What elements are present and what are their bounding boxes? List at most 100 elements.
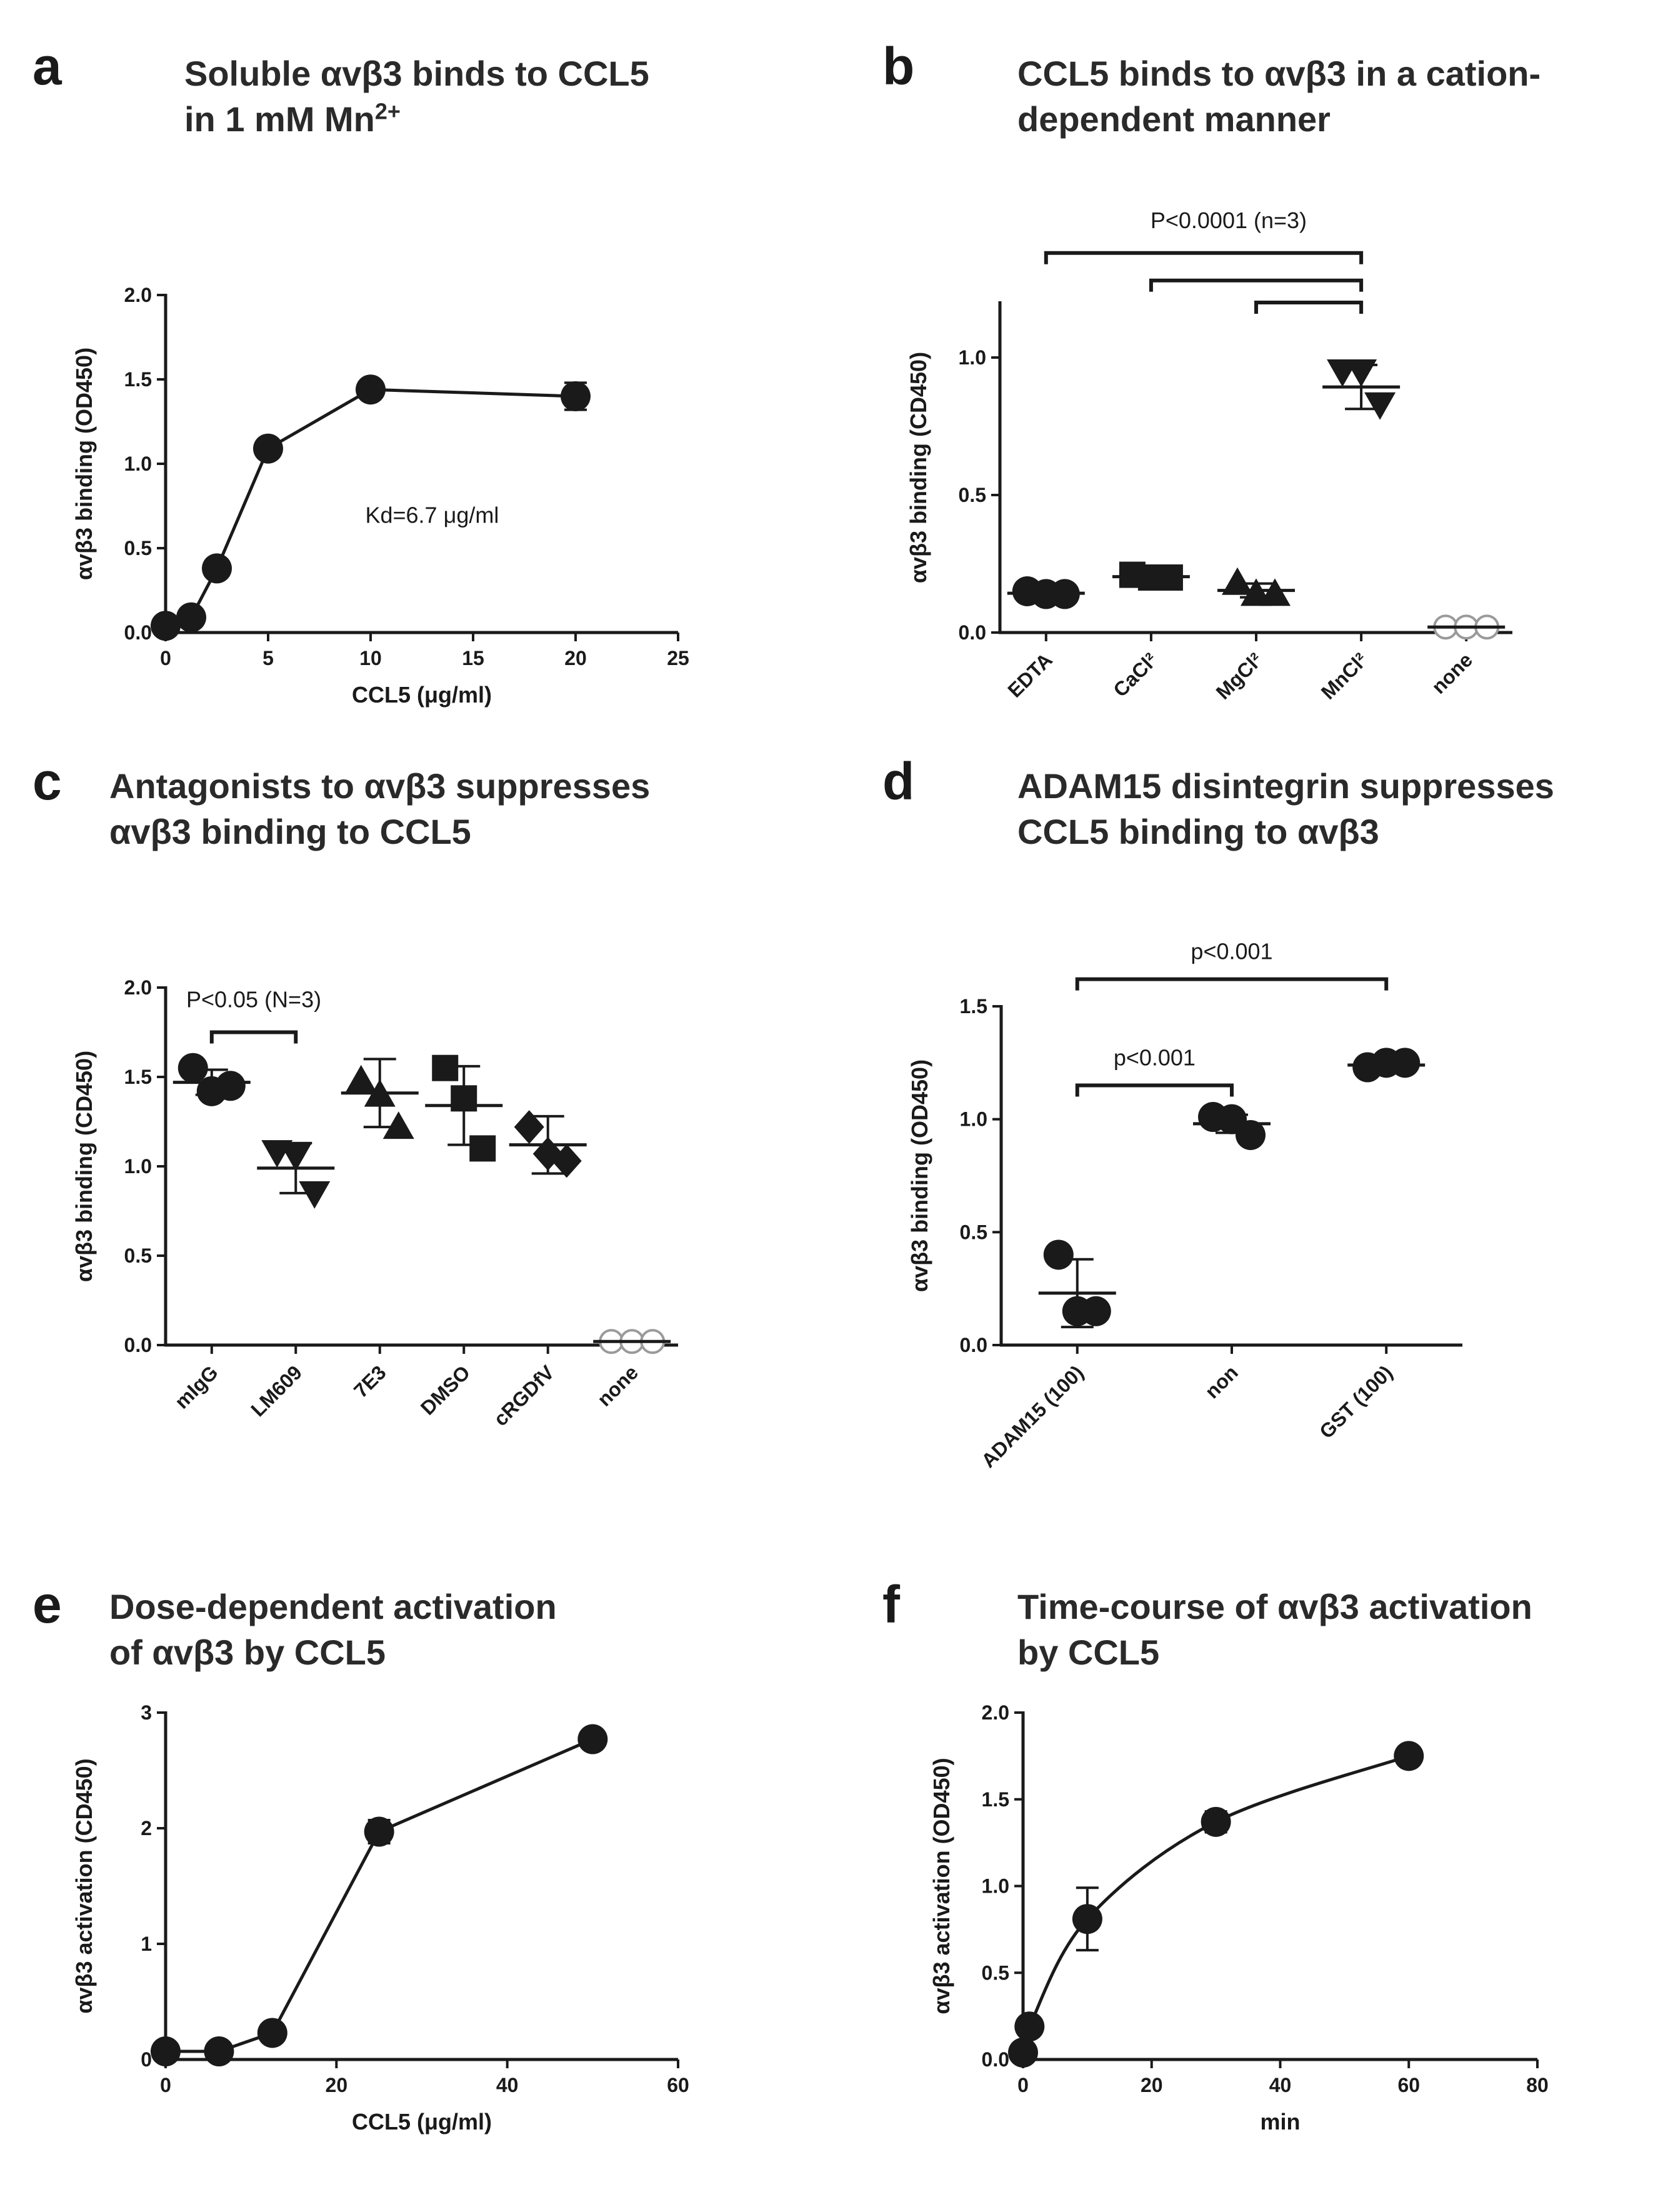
chart-c-significance-bracket xyxy=(209,1030,298,1044)
panel-title-a-line1: Soluble αvβ3 binds to CCL5 xyxy=(184,54,649,93)
chart-c-y-tick-label: 0.0 xyxy=(124,1334,152,1356)
chart-e-series-line xyxy=(166,1738,594,2053)
chart-f-x-tick-label: 60 xyxy=(1397,2074,1420,2096)
chart-e: 0 1 2 3 αvβ3 activation (CD450) 0 20 40 60 CCL5 (… xyxy=(71,1701,689,2134)
chart-b-significance-bracket xyxy=(1149,278,1364,292)
panel-letter-d: d xyxy=(882,752,915,811)
chart-b-category-label: EDTA xyxy=(1003,648,1056,701)
chart-f-y-tick-label: 1.0 xyxy=(982,1875,1009,1898)
chart-a-data-point xyxy=(176,602,206,633)
chart-c-category-label: mIgG xyxy=(170,1361,222,1413)
chart-f-x-tick-label: 20 xyxy=(1141,2074,1163,2096)
chart-c-data-point xyxy=(551,1144,582,1178)
chart-a-x-tick-label: 25 xyxy=(667,647,689,669)
chart-d-data-point xyxy=(1081,1296,1111,1326)
chart-e-x-tick-label: 40 xyxy=(496,2074,519,2096)
chart-b-data-point xyxy=(1222,567,1253,595)
chart-b-y-tick-label: 1.0 xyxy=(959,346,986,369)
chart-e-y-tick-label: 0 xyxy=(141,2048,152,2071)
chart-e-x-tick-label: 0 xyxy=(160,2074,171,2096)
chart-d-category-label: GST (100) xyxy=(1315,1361,1397,1443)
chart-d-significance-label: p<0.001 xyxy=(1114,1044,1196,1070)
chart-b-data-point xyxy=(1259,578,1291,606)
chart-d-data-point xyxy=(1236,1119,1266,1150)
panel-title-a-superscript: 2+ xyxy=(374,98,401,124)
chart-e-data-point xyxy=(257,2018,287,2048)
chart-f-x-tick-label: 80 xyxy=(1526,2074,1549,2096)
chart-f: 0.0 0.5 1.0 1.5 2.0 αvβ3 activation (OD450) 0 2… xyxy=(929,1701,1549,2134)
chart-c: 0.0 0.5 1.0 1.5 2.0 αvβ3 binding (CD450) mIgG L… xyxy=(71,976,678,1430)
panel-title-c: Antagonists to αvβ3 suppresses αvβ3 bind… xyxy=(109,764,650,855)
chart-a-data-point xyxy=(356,374,386,405)
chart-c-data-point xyxy=(469,1135,496,1162)
chart-e-x-tick-label: 20 xyxy=(326,2074,348,2096)
chart-a-x-tick-label: 10 xyxy=(359,647,382,669)
chart-b-category-label: MgCl² xyxy=(1212,648,1267,703)
panel-title-e: Dose-dependent activation of αvβ3 by CCL… xyxy=(109,1584,557,1676)
panel-title-f-line1: Time-course of αvβ3 activation xyxy=(1017,1587,1532,1626)
chart-f-data-point xyxy=(1072,1904,1102,1934)
chart-f-x-tick-label: 0 xyxy=(1017,2074,1029,2096)
panel-title-d: ADAM15 disintegrin suppresses CCL5 bindi… xyxy=(1017,764,1554,855)
chart-f-y-label: αvβ3 activation (OD450) xyxy=(929,1758,954,2014)
chart-a-x-label: CCL5 (μg/ml) xyxy=(352,682,492,708)
chart-f-series-line xyxy=(1021,1754,1410,2053)
chart-c-category-label: LM609 xyxy=(246,1361,306,1421)
chart-d-y-label: αvβ3 binding (OD450) xyxy=(907,1059,932,1292)
panel-title-c-line1: Antagonists to αvβ3 suppresses xyxy=(109,766,651,806)
chart-c-y-tick-label: 0.5 xyxy=(124,1244,152,1267)
chart-e-y-tick-label: 2 xyxy=(141,1817,152,1839)
chart-e-y-tick-label: 3 xyxy=(141,1701,152,1724)
chart-f-y-tick-label: 0.0 xyxy=(982,2048,1009,2071)
chart-e-y-tick-label: 1 xyxy=(141,1933,152,1955)
chart-f-data-point xyxy=(1008,2037,1038,2068)
chart-c-y-tick-label: 2.0 xyxy=(124,976,152,999)
panel-letter-e: e xyxy=(32,1575,62,1634)
chart-f-data-point xyxy=(1014,2011,1045,2042)
panel-title-a-line2-text: in 1 mM Mn xyxy=(184,99,375,139)
chart-b: 0.0 0.5 1.0 αvβ3 binding (CD450) EDTA CaCl² Mg… xyxy=(906,208,1512,704)
chart-c-data-point xyxy=(299,1181,331,1209)
chart-a-y-tick-label: 1.5 xyxy=(124,368,152,391)
chart-f-y-tick-label: 2.0 xyxy=(982,1701,1009,1724)
panel-title-c-line2: αvβ3 binding to CCL5 xyxy=(109,811,471,851)
chart-d-y-tick-label: 0.5 xyxy=(960,1221,987,1243)
chart-f-x-tick-label: 40 xyxy=(1269,2074,1292,2096)
panel-title-b-line1: CCL5 binds to αvβ3 in a cation- xyxy=(1017,54,1541,93)
chart-b-significance-bracket xyxy=(1254,301,1364,314)
chart-c-data-point xyxy=(177,1053,208,1083)
chart-e-data-point xyxy=(151,2036,181,2067)
chart-f-y-tick-label: 0.5 xyxy=(982,1961,1009,1984)
chart-c-data-point xyxy=(215,1071,246,1101)
chart-d-y-tick-label: 1.0 xyxy=(960,1108,987,1131)
chart-e-y-label: αvβ3 activation (CD450) xyxy=(71,1758,97,2013)
panel-letter-b: b xyxy=(882,37,915,96)
panel-title-f-line2: by CCL5 xyxy=(1017,1632,1160,1672)
panel-title-a: Soluble αvβ3 binds to CCL5 in 1 mM Mn2+ xyxy=(184,51,649,143)
chart-a-x-tick-label: 15 xyxy=(462,647,484,669)
chart-c-category-label: DMSO xyxy=(416,1361,474,1419)
chart-d-category-label: ADAM15 (100) xyxy=(977,1361,1088,1472)
chart-b-y-tick-label: 0.0 xyxy=(959,621,986,644)
panel-title-d-line1: ADAM15 disintegrin suppresses xyxy=(1017,766,1554,806)
chart-a-x-tick-label: 5 xyxy=(262,647,274,669)
chart-c-y-tick-label: 1.0 xyxy=(124,1155,152,1178)
chart-b-category-label: MnCl² xyxy=(1317,648,1372,703)
chart-a-x-tick-label: 0 xyxy=(160,647,171,669)
chart-a-x-tick-label: 20 xyxy=(564,647,587,669)
chart-c-category-label: 7E3 xyxy=(349,1361,391,1402)
chart-a-data-point xyxy=(253,433,283,464)
panel-title-e-line1: Dose-dependent activation xyxy=(109,1587,557,1626)
chart-c-y-tick-label: 1.5 xyxy=(124,1066,152,1088)
chart-b-significance-label: P<0.0001 (n=3) xyxy=(1151,208,1307,233)
panel-title-b: CCL5 binds to αvβ3 in a cation- dependen… xyxy=(1017,51,1541,143)
panel-title-a-line2: in 1 mM Mn2+ xyxy=(184,97,649,143)
panel-letter-c: c xyxy=(32,752,62,811)
chart-d: 0.0 0.5 1.0 1.5 αvβ3 binding (OD450) ADAM15 (… xyxy=(907,939,1462,1472)
panel-title-d-line2: CCL5 binding to αvβ3 xyxy=(1017,811,1379,851)
chart-c-category-label: cRGDfV xyxy=(489,1361,559,1430)
chart-f-data-point xyxy=(1394,1741,1424,1771)
chart-d-y-tick-label: 0.0 xyxy=(960,1334,987,1356)
chart-c-data-point xyxy=(514,1110,544,1144)
panel-letter-a: a xyxy=(32,37,62,96)
